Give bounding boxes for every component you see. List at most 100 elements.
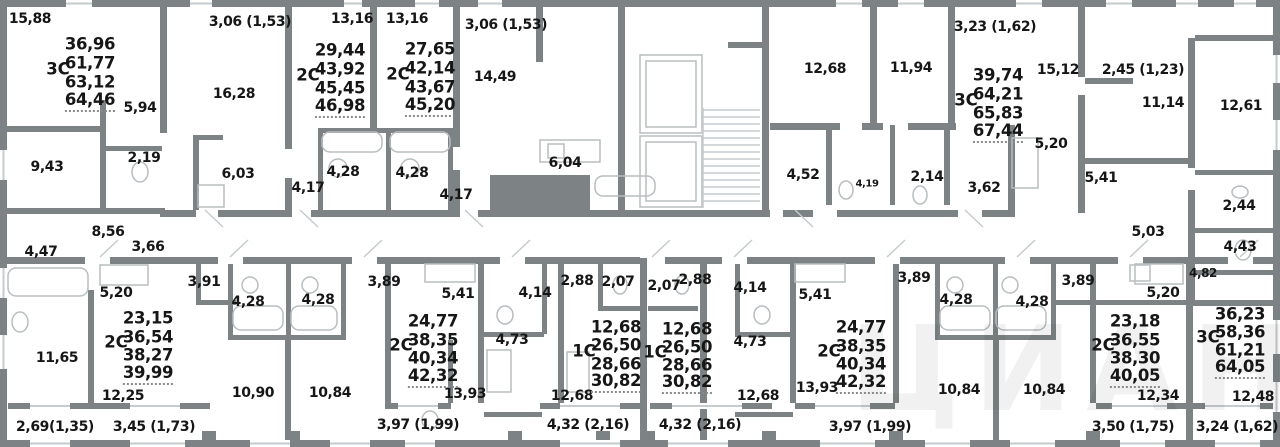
- area-label: 4,14: [733, 280, 767, 296]
- door-swing: [964, 209, 984, 228]
- wall-segment: [889, 431, 903, 441]
- area-label: 3,66: [131, 239, 165, 255]
- apartment-area-value: 27,65: [404, 39, 456, 59]
- wall-segment: [596, 431, 610, 441]
- toilet: [131, 161, 149, 183]
- apartment-area-value: 28,66: [590, 354, 642, 374]
- wall-segment: [618, 210, 770, 217]
- wall-segment: [982, 210, 1010, 217]
- area-label: 14,49: [473, 69, 517, 85]
- wall-segment: [1188, 38, 1195, 168]
- appliance: [566, 351, 590, 393]
- area-label: 3,89: [1061, 273, 1095, 289]
- window-line: [405, 442, 435, 445]
- area-label: 4,32 (2,16): [658, 417, 742, 433]
- apartment-area-value: 29,44: [314, 40, 366, 60]
- wall-segment: [1195, 170, 1273, 175]
- toilet: [674, 275, 690, 295]
- area-label: 12,34: [1136, 388, 1180, 404]
- apartment-area-total: 39,99: [122, 363, 174, 385]
- apartment-area-value: 12,68: [590, 317, 642, 337]
- area-label: 5,41: [441, 286, 475, 302]
- area-label: 10,90: [231, 385, 275, 401]
- area-label: 4,28: [326, 164, 360, 180]
- wall-segment: [900, 257, 1005, 264]
- wall-segment: [735, 332, 793, 337]
- wall-segment: [228, 264, 233, 340]
- sink: [1231, 185, 1249, 199]
- window-line: [130, 405, 180, 407]
- area-label: 13,16: [330, 11, 374, 27]
- wall-segment: [1186, 300, 1273, 306]
- wall-segment: [1078, 95, 1085, 213]
- wall-segment: [1086, 431, 1100, 441]
- area-label: 4,43: [1223, 239, 1257, 255]
- area-label: 9,43: [30, 159, 64, 175]
- kitchen-counter: [1011, 137, 1039, 189]
- area-label: 15,12: [1036, 62, 1080, 78]
- wall-segment: [762, 7, 769, 213]
- area-label: 4,73: [495, 332, 529, 348]
- wall-segment: [944, 125, 950, 205]
- toilet: [1234, 239, 1252, 261]
- apartment-area-total: 42,32: [407, 366, 459, 388]
- wall-segment: [1273, 0, 1280, 447]
- wall-segment: [448, 128, 453, 212]
- bathtub: [290, 305, 338, 331]
- area-label: 10,84: [937, 382, 981, 398]
- window-line: [820, 442, 875, 445]
- area-label: 4,17: [439, 187, 473, 203]
- area-label: 4,28: [395, 165, 429, 181]
- wall-segment: [1195, 35, 1273, 41]
- area-label: 2,07: [647, 278, 681, 294]
- door-swing: [886, 239, 906, 258]
- area-label: 3,62: [967, 180, 1001, 196]
- door-swing: [651, 239, 671, 258]
- area-label: 3,91: [187, 274, 221, 290]
- bathtub: [389, 131, 451, 153]
- window-line: [130, 442, 185, 445]
- bathtub-stair-side: [594, 175, 656, 197]
- area-label: 15,88: [8, 11, 52, 27]
- area-label: 3,23 (1,62): [953, 19, 1037, 35]
- door-swing: [99, 239, 119, 258]
- wall-segment: [1143, 257, 1228, 264]
- apartment-area-value: 42,14: [404, 58, 456, 78]
- area-label: 10,84: [1022, 382, 1066, 398]
- area-label: 12,68: [550, 388, 594, 404]
- sink: [946, 276, 964, 294]
- wall-segment: [862, 123, 883, 130]
- elevator-shaft: [639, 54, 703, 134]
- wall-segment: [1051, 264, 1056, 340]
- toilet: [753, 305, 771, 325]
- wall-segment: [285, 7, 292, 149]
- window-line: [478, 2, 502, 5]
- area-label: 3,45 (1,73): [112, 419, 196, 435]
- wall-segment: [318, 128, 323, 212]
- wall-segment: [386, 128, 391, 212]
- elevator-shaft: [639, 135, 703, 208]
- apartment-area-total: 67,44: [972, 121, 1024, 143]
- area-label: 4,28: [231, 294, 265, 310]
- wall-segment: [536, 7, 543, 62]
- apartment-area-value: 38,35: [835, 336, 887, 355]
- area-label: 6,03: [221, 166, 255, 182]
- apartment-area-total: 45,20: [404, 95, 456, 117]
- apartment-type-label: 2С: [389, 335, 413, 355]
- area-label: 4,52: [786, 167, 820, 183]
- wall-segment: [735, 264, 740, 334]
- bathtub: [232, 305, 284, 331]
- wall-segment: [762, 431, 776, 441]
- door-swing: [511, 239, 531, 258]
- toilet: [912, 185, 928, 205]
- area-label: 8,56: [91, 224, 125, 240]
- apartment-area-total: 64,05: [1214, 357, 1266, 379]
- window-line: [815, 405, 870, 407]
- area-label: 3,06 (1,53): [464, 17, 548, 33]
- window-line: [2, 268, 5, 298]
- apartment-area-value: 61,77: [64, 53, 116, 73]
- kitchen-counter: [539, 139, 601, 163]
- window-line: [30, 442, 70, 445]
- wall-segment: [1096, 300, 1186, 305]
